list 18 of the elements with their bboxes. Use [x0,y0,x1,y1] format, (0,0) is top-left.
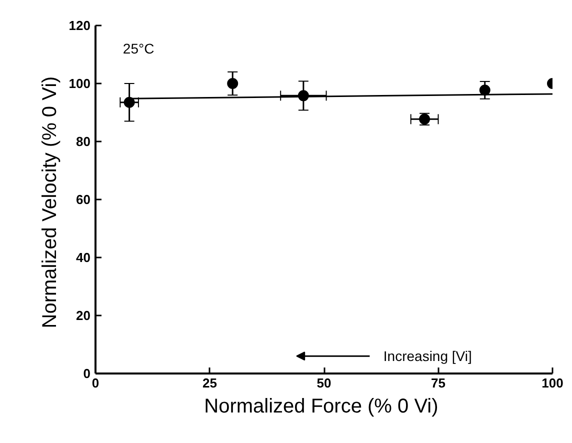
point [479,84,490,96]
x-tick-label: 25 [202,376,217,390]
point [124,96,135,108]
point [227,78,238,89]
y-tick-label: 40 [76,250,91,265]
x-axis-title: Normalized Force (% 0 Vi) [204,396,438,418]
y-tick-label: 120 [68,18,91,33]
y-axis-title: Normalized Velocity (% 0 Vi) [38,76,61,328]
y-tick-label: 100 [68,76,91,91]
y-tick-label: 80 [76,134,91,149]
x-tick-label: 50 [316,376,332,390]
y-tick-label: 20 [76,308,91,323]
x-tick-label: 75 [431,376,446,390]
y-tick-label: 0 [83,366,91,381]
x-tick-label: 100 [542,376,564,390]
y-tick-label: 60 [76,192,91,207]
annotation: Increasing [Vi] [383,348,472,364]
annotation: 25°C [122,40,154,57]
